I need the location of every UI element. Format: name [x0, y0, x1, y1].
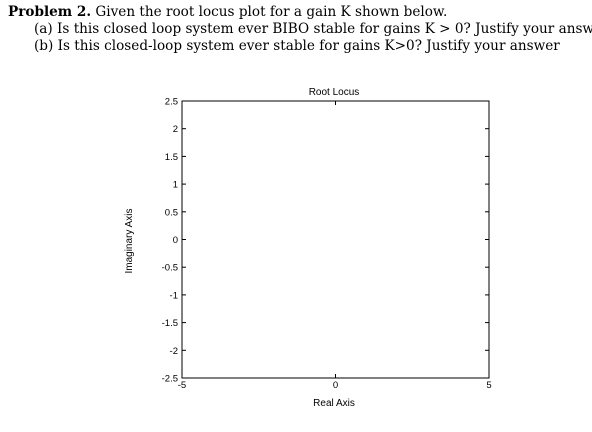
y-tick-label: -1: [170, 290, 178, 301]
y-tick-label: -1.5: [162, 318, 178, 329]
question-b: (b) Is this closed-loop system ever stab…: [34, 38, 560, 54]
plot-frame: [181, 100, 490, 379]
y-tick-label: 2: [173, 124, 178, 135]
question-a: (a) Is this closed loop system ever BIBO…: [34, 21, 592, 37]
y-tick-label: -2.5: [162, 374, 178, 385]
chart-title: Root Locus: [309, 87, 360, 98]
problem-number: Problem 2.: [8, 4, 92, 20]
y-axis-label: Imaginary Axis: [124, 208, 135, 273]
axes-layer: 2.5 2 1.5 1 0.5 0 -0.5 -1 -1.5 -2 -2.5-5 0 5: [162, 97, 492, 392]
x-tick-label: 0: [333, 380, 338, 391]
x-tick-label: -5: [178, 380, 186, 391]
x-axis-label: Real Axis: [313, 398, 355, 409]
y-tick-label: 1: [173, 180, 178, 191]
y-tick-label: 0: [173, 235, 178, 246]
y-tick-label: -2: [170, 346, 178, 357]
y-tick-label: 2.5: [165, 97, 178, 108]
problem-statement: Problem 2. Given the root locus plot for…: [8, 4, 592, 55]
y-tick-label: 1.5: [165, 152, 178, 163]
problem-intro: Given the root locus plot for a gain K s…: [95, 4, 448, 20]
y-tick-label: -0.5: [162, 263, 178, 274]
x-tick-label: 5: [486, 380, 491, 391]
problem-heading-line: Problem 2. Given the root locus plot for…: [8, 4, 588, 21]
y-tick-label: 0.5: [165, 207, 178, 218]
